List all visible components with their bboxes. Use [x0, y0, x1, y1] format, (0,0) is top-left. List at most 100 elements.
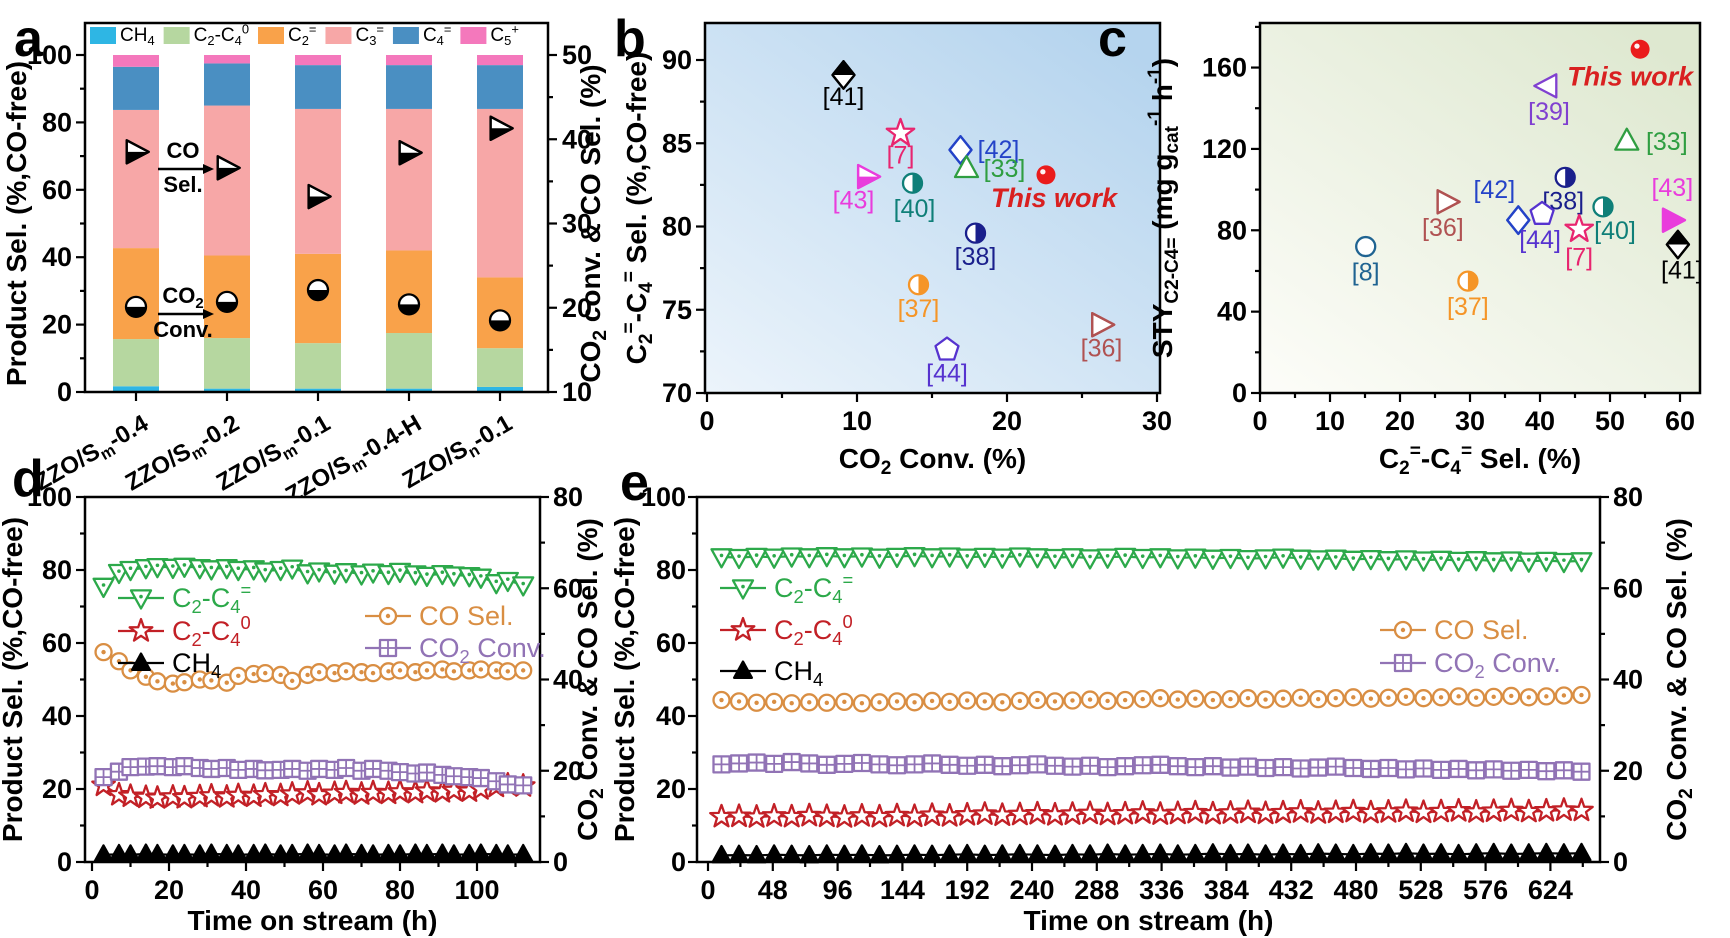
tick-label: 80	[553, 482, 583, 512]
figure-graphic	[521, 581, 525, 586]
data-point	[782, 752, 801, 772]
data-point	[993, 757, 1012, 776]
data-point	[1168, 757, 1187, 776]
point-43: [43]	[833, 163, 882, 215]
figure-graphic	[1491, 694, 1496, 700]
figure-graphic	[224, 680, 229, 685]
legend-marker	[732, 660, 754, 679]
figure-graphic: 40	[231, 875, 261, 905]
data-point	[1447, 551, 1470, 573]
data-point	[800, 754, 819, 773]
figure-graphic	[1404, 555, 1408, 560]
data-point	[1500, 551, 1523, 572]
panel-c-x-axis-label: C2=-C4= Sel. (%)	[1379, 441, 1581, 479]
panel-d-x-axis-label: Time on stream (h)	[188, 905, 438, 936]
figure-graphic: 80	[553, 482, 583, 512]
data-point	[903, 547, 926, 568]
figure-graphic	[282, 843, 303, 863]
figure-graphic	[825, 552, 829, 557]
data-point	[514, 776, 533, 795]
figure-graphic	[174, 843, 195, 863]
figure-graphic	[443, 844, 464, 863]
tick-label: 85	[662, 128, 692, 158]
tick-label: 0	[57, 377, 72, 407]
figure-graphic: 10	[1315, 406, 1345, 436]
figure-graphic	[216, 155, 241, 181]
figure-graphic	[1554, 166, 1576, 189]
point-co-sel-2	[307, 183, 332, 210]
figure-graphic: 50	[562, 40, 592, 70]
point-marker-36	[1091, 312, 1116, 338]
figure-graphic: Time on stream (h)	[1024, 905, 1274, 936]
figure-graphic: 2	[192, 629, 202, 650]
figure-graphic: 384	[1204, 875, 1249, 905]
figure-graphic	[859, 701, 865, 706]
tick-label: 80	[42, 555, 72, 585]
data-point	[1344, 758, 1363, 778]
figure-graphic	[155, 563, 160, 568]
panel-d: d 0 20 40 60 80 100020406080100020406080C2-C4…	[0, 450, 608, 936]
data-point	[920, 548, 944, 569]
figure-graphic: [7]	[887, 141, 915, 169]
figure-graphic	[789, 701, 794, 706]
data-point	[1063, 757, 1082, 776]
figure-graphic	[1096, 548, 1119, 569]
tick-label: 20	[656, 774, 686, 804]
tick-label: 96	[823, 875, 853, 905]
figure-graphic: 0	[1232, 378, 1247, 408]
data-point	[470, 843, 491, 862]
figure-graphic: [39]	[1528, 98, 1570, 126]
figure-graphic	[781, 844, 802, 864]
tick-label: 100	[641, 482, 686, 512]
figure-graphic	[1316, 555, 1320, 560]
point-33: [33]	[953, 154, 1026, 183]
figure-graphic	[343, 669, 349, 674]
figure-graphic: =	[309, 21, 317, 36]
panel-e-letter: e	[620, 454, 649, 512]
point-label: [37]	[1447, 293, 1489, 321]
data-point	[1467, 761, 1486, 780]
figure-graphic	[719, 553, 724, 558]
data-point	[417, 763, 437, 782]
figure-graphic	[317, 567, 321, 572]
figure-graphic	[1193, 554, 1198, 558]
figure-graphic	[1661, 207, 1687, 233]
figure-graphic: CO	[167, 138, 200, 163]
figure-graphic	[415, 566, 439, 588]
figure-graphic	[478, 667, 484, 672]
bar-zzo-s-n-0-1-seg-c-3	[477, 108, 523, 278]
figure-graphic: 4	[832, 628, 842, 649]
tick-label: 160	[1202, 53, 1247, 83]
figure-graphic	[125, 139, 150, 165]
figure-graphic: 4	[230, 596, 240, 617]
data-point	[973, 547, 996, 569]
tick-label: 20	[992, 406, 1022, 436]
legend-item-c-3: C3=	[325, 21, 384, 48]
data-point	[835, 754, 854, 774]
point-label: [33]	[984, 155, 1026, 183]
figure-graphic: 2	[1475, 661, 1485, 682]
figure-graphic: Conv.	[470, 633, 546, 663]
data-point	[1168, 690, 1187, 709]
figure-graphic	[144, 564, 148, 569]
data-point	[229, 760, 248, 779]
figure-graphic	[1351, 695, 1356, 700]
data-point	[1256, 690, 1275, 709]
data-point	[1326, 689, 1345, 708]
data-point	[851, 844, 872, 863]
figure-graphic: [8]	[1352, 259, 1380, 287]
figure-graphic	[728, 844, 750, 864]
figure-graphic	[1561, 693, 1567, 698]
figure-graphic	[1185, 843, 1206, 863]
data-point	[1273, 757, 1293, 777]
figure-graphic	[386, 669, 391, 674]
figure-graphic	[90, 27, 116, 44]
legend-label: C3=	[355, 21, 383, 48]
figure-graphic: 40	[1613, 665, 1643, 695]
data-point	[1430, 843, 1452, 862]
figure-graphic: 2	[195, 295, 203, 312]
data-point	[283, 759, 302, 779]
data-point	[1518, 843, 1539, 862]
figure-graphic	[1271, 548, 1295, 569]
point-36: [36]	[1081, 312, 1122, 363]
